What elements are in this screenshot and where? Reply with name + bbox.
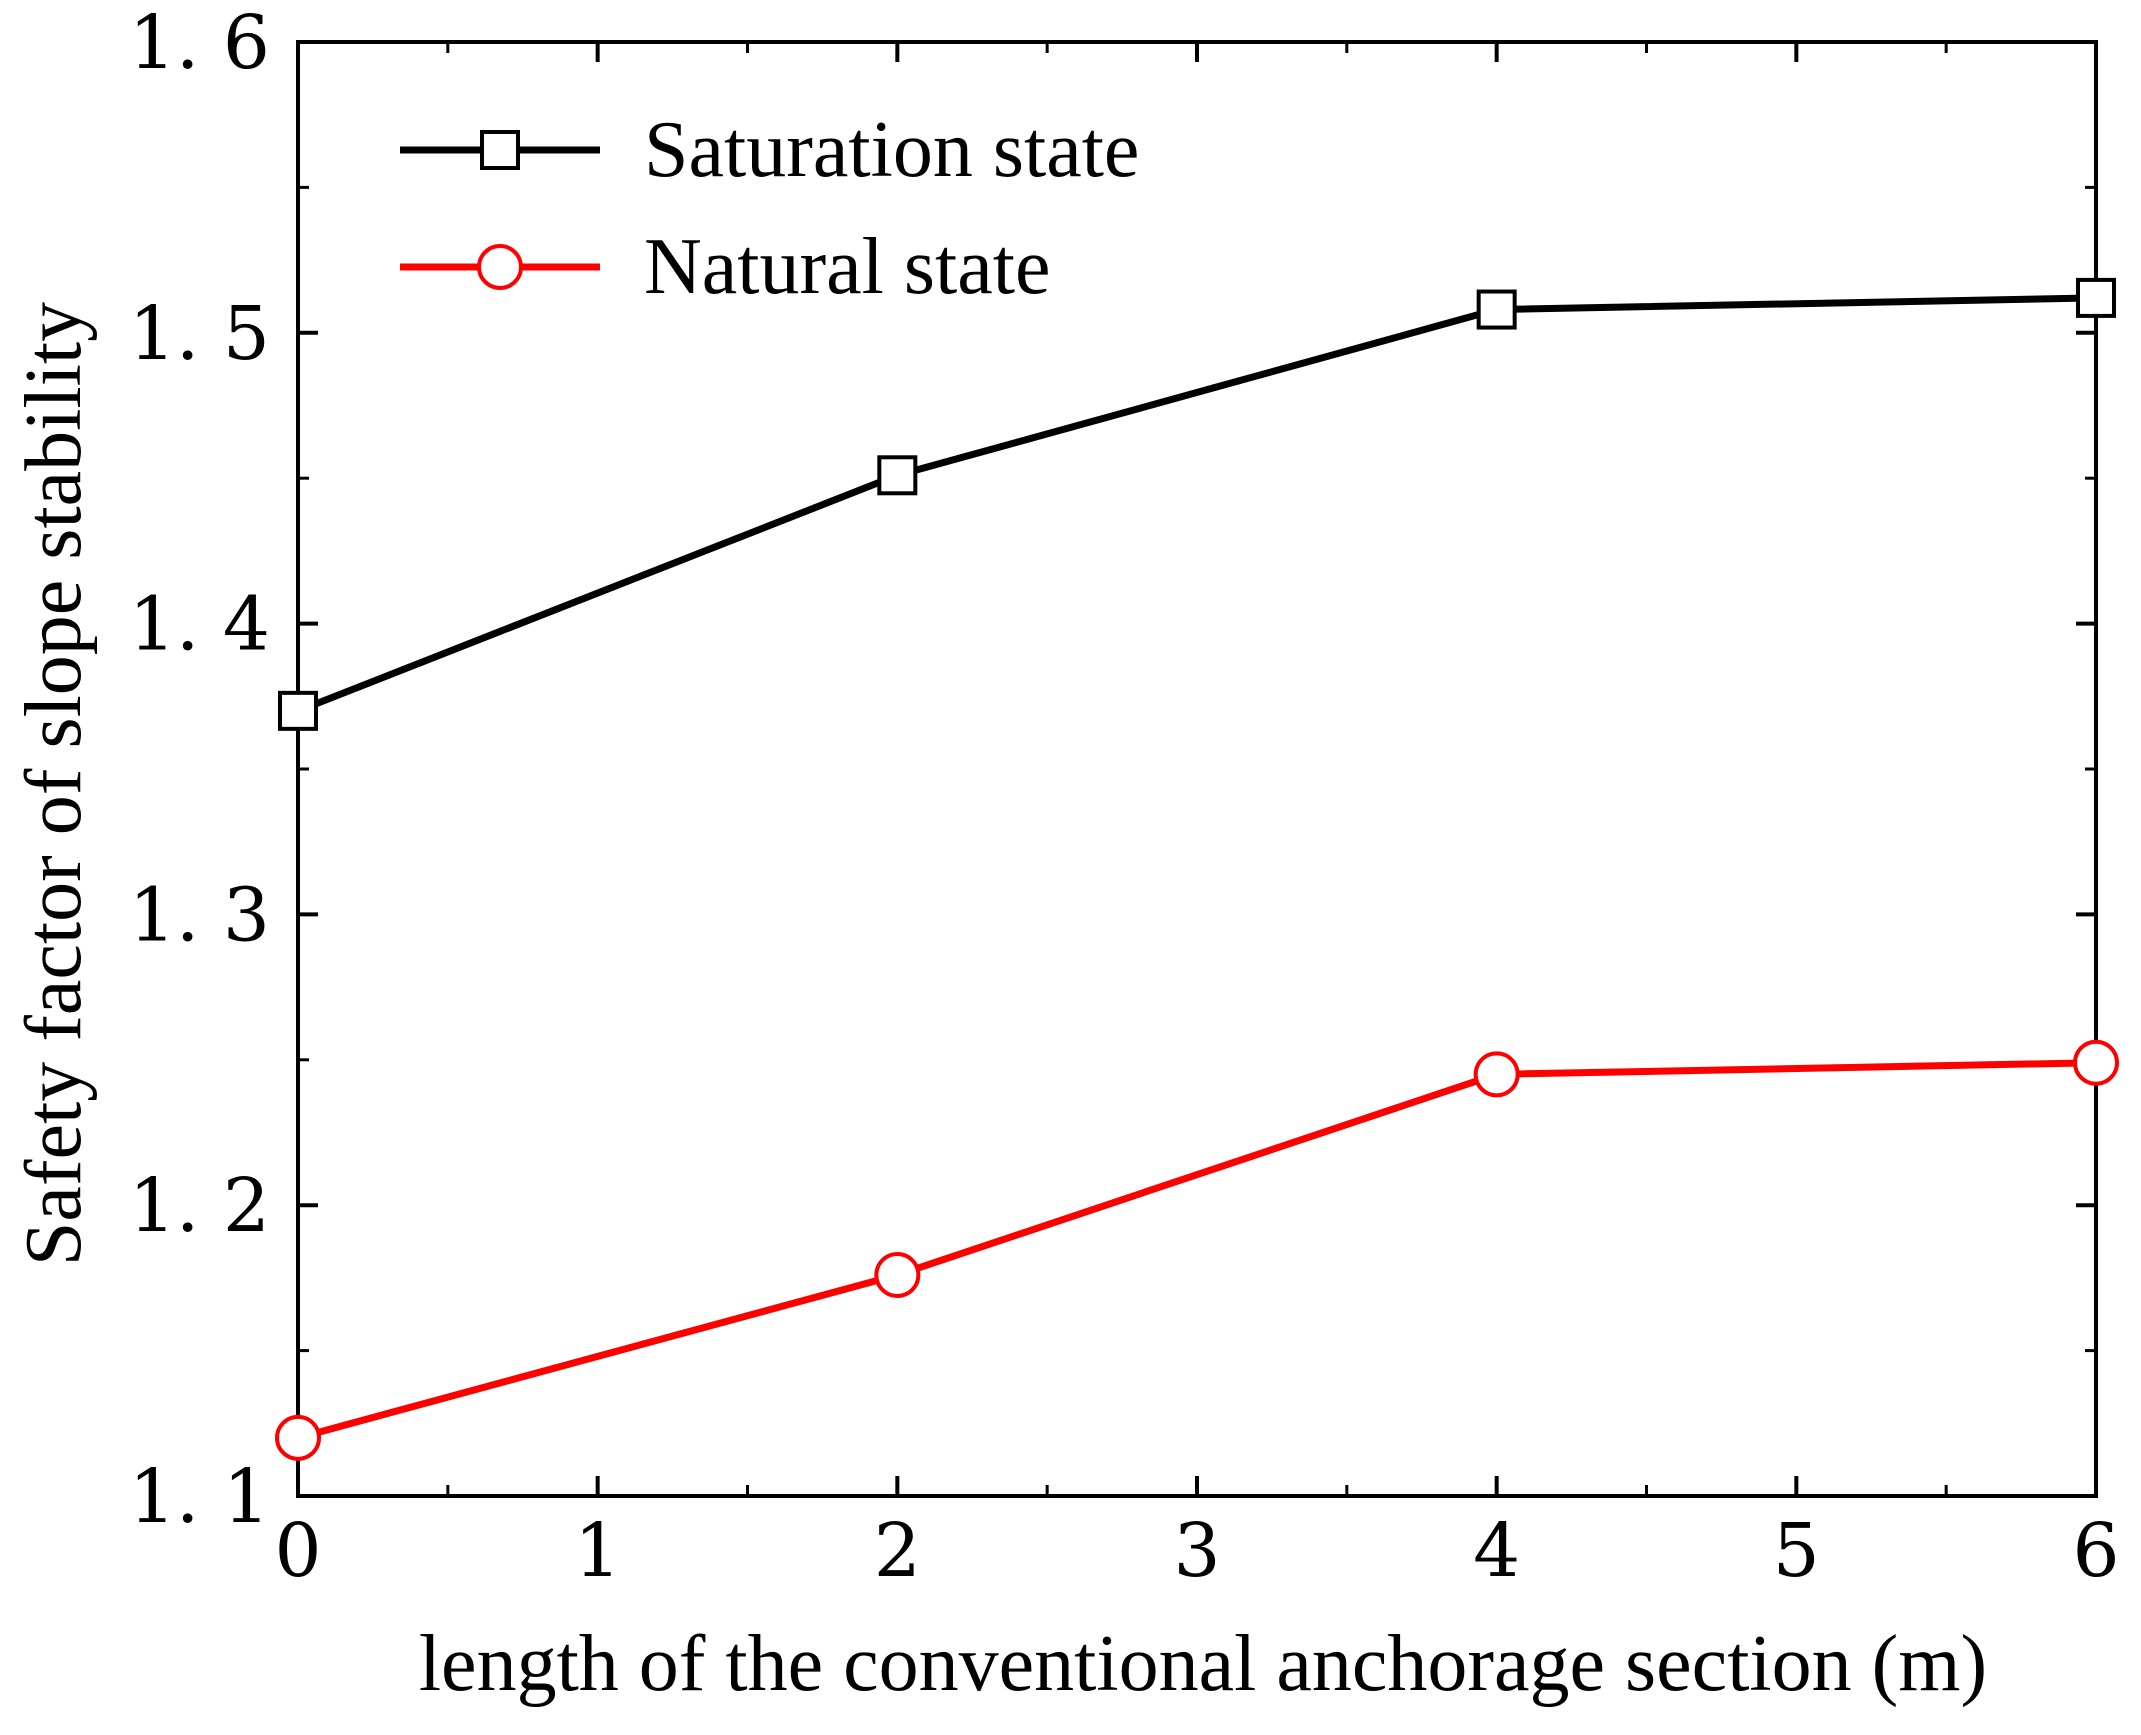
series-natural-state <box>275 1039 2119 1461</box>
data-point-saturation-state <box>877 455 918 496</box>
y-tick-label: 1. 2 <box>129 1163 270 1249</box>
series-layer <box>275 277 2119 1461</box>
legend-entry-saturation-state: Saturation state <box>400 106 1139 194</box>
data-point-saturation-state <box>2076 277 2116 318</box>
data-point-natural-state <box>275 1414 321 1461</box>
legend-entry-natural-state: Natural state <box>400 223 1050 311</box>
series-line-saturation-state <box>296 294 2097 715</box>
x-tick-label: 3 <box>1173 1508 1220 1594</box>
x-tick-label: 5 <box>1773 1508 1820 1594</box>
series-line-natural-state <box>297 1059 2097 1442</box>
x-tick-label: 1 <box>574 1508 621 1594</box>
y-tick-label: 1. 5 <box>129 291 270 377</box>
data-point-natural-state <box>1473 1051 1520 1098</box>
axes-layer: 0 1 2 3 4 5 6 1. 1 1. 2 1. 3 1. 4 1. 5 1. 6 <box>129 0 2120 1594</box>
plot-frame <box>296 40 2098 1498</box>
x-tick-label: 0 <box>274 1508 321 1594</box>
x-tick-label: 6 <box>2072 1508 2119 1594</box>
legend-marker-saturation-state <box>480 130 520 170</box>
x-tick-label: 2 <box>874 1508 921 1594</box>
legend-marker-natural-state <box>477 244 523 290</box>
y-tick-label: 1. 1 <box>129 1454 270 1540</box>
y-tick-label: 1. 3 <box>129 872 270 958</box>
x-axis-title: length of the conventional anchorage sec… <box>419 1620 1987 1708</box>
series-saturation-state <box>278 277 2116 731</box>
data-point-natural-state <box>2073 1039 2119 1086</box>
legend-label-natural-state: Natural state <box>644 223 1050 311</box>
data-point-natural-state <box>874 1251 921 1298</box>
legend-label-saturation-state: Saturation state <box>644 106 1139 194</box>
data-point-saturation-state <box>1476 289 1517 330</box>
y-axis-title: Safety factor of slope stability <box>10 302 98 1266</box>
y-tick-label: 1. 6 <box>129 0 270 86</box>
x-tick-label: 4 <box>1473 1508 1520 1594</box>
legend: Saturation state Natural state <box>400 106 1139 311</box>
data-point-saturation-state <box>278 690 318 731</box>
y-tick-label: 1. 4 <box>129 582 270 668</box>
